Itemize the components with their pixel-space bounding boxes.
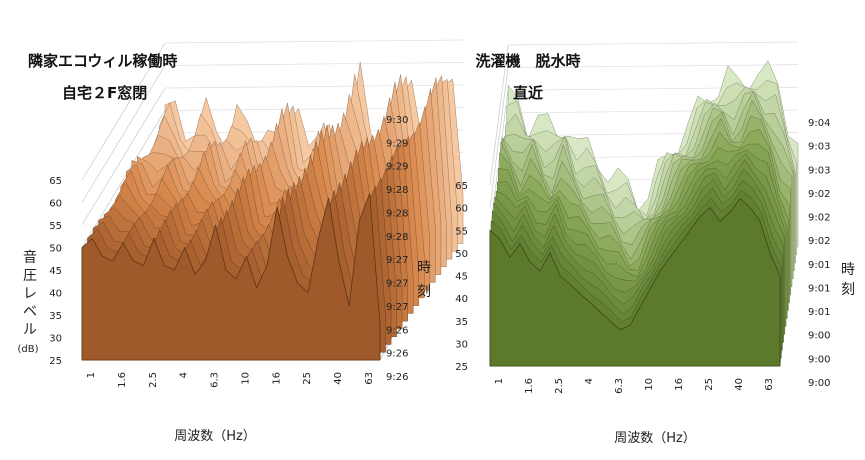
time-tick-label: 9:28: [386, 208, 408, 219]
y-tick-label: 35: [455, 317, 468, 328]
time-axis-label: 時: [841, 262, 855, 278]
time-tick-label: 9:29: [386, 138, 408, 149]
x-tick-label: 1: [86, 372, 97, 378]
time-tick-label: 9:28: [386, 185, 408, 196]
surface-chart-1: 25 30 35 40 45 50 55 60 65 1 1.6 2.5 4 6.3 10 16 25 40 63 9…: [17, 39, 464, 444]
gridline: [489, 90, 509, 231]
time-tick-label: 9:26: [386, 349, 408, 360]
x-axis-title: 周波数（Hz）: [174, 429, 256, 444]
time-tick-label: 9:02: [808, 213, 830, 224]
y-tick-label: 55: [455, 226, 468, 237]
time-tick-label: 9:02: [808, 189, 830, 200]
time-tick-label: 9:29: [386, 162, 408, 173]
time-tick-label: 9:00: [808, 378, 830, 389]
chart-title: 洗濯機 脱水時: [475, 52, 580, 70]
time-tick-label: 9:27: [386, 255, 408, 266]
time-tick-label: 9:01: [808, 260, 830, 271]
time-tick-label: 9:03: [808, 165, 830, 176]
x-tick-label: 40: [734, 378, 745, 391]
y-tick-label: 35: [49, 311, 62, 322]
y-tick-label: 30: [455, 339, 468, 350]
x-tick-label: 25: [704, 378, 715, 391]
gridline: [164, 84, 464, 89]
y-axis-label: 圧: [23, 268, 37, 284]
gridline: [81, 110, 166, 248]
x-tick-label: 10: [644, 378, 655, 391]
x-tick-label: 2.5: [554, 378, 565, 394]
time-tick-label: 9:01: [808, 283, 830, 294]
y-tick-label: 25: [49, 356, 62, 367]
y-tick-label: 55: [49, 221, 62, 232]
x-tick-label: 1: [494, 378, 505, 384]
x-tick-label: 2.5: [148, 372, 159, 388]
x-tick-label: 63: [764, 378, 775, 391]
y-tick-label: 50: [49, 244, 62, 255]
gridline: [164, 62, 464, 66]
x-tick-label: 1.6: [117, 372, 128, 388]
x-tick-label: 4: [584, 378, 595, 384]
x-tick-label: 10: [240, 372, 251, 385]
time-tick-label: 9:27: [386, 279, 408, 290]
x-tick-label: 1.6: [524, 378, 535, 394]
y-axis-label: レ: [23, 286, 37, 302]
y-tick-label: 40: [455, 294, 468, 305]
gridline: [164, 39, 464, 44]
chart-title: 隣家エコウィル稼働時: [28, 52, 177, 70]
y-tick-label: 45: [455, 272, 468, 283]
time-axis-label: 時: [417, 260, 431, 276]
time-tick-label: 9:00: [808, 354, 830, 365]
chart-title: 自宅２F窓閉: [62, 84, 147, 102]
time-tick-label: 9:01: [808, 307, 830, 318]
time-tick-label: 9:03: [808, 142, 830, 153]
y-axis-label: ベ: [23, 304, 37, 320]
gridline: [507, 86, 799, 91]
y-tick-label: 60: [455, 204, 468, 215]
surface-front: [81, 193, 381, 361]
x-tick-label: 16: [271, 372, 282, 385]
x-tick-label: 4: [179, 372, 190, 378]
y-axis-label: ル: [23, 322, 37, 338]
time-tick-label: 9:27: [386, 302, 408, 313]
gridline: [507, 41, 799, 46]
gridline: [81, 65, 166, 203]
y-tick-label: 25: [455, 362, 468, 373]
time-tick-label: 9:00: [808, 331, 830, 342]
y-tick-label: 65: [455, 181, 468, 192]
x-tick-label: 40: [333, 372, 344, 385]
time-tick-label: 9:30: [386, 115, 408, 126]
gridline: [81, 87, 166, 226]
y-tick-label: 65: [49, 176, 62, 187]
time-tick-label: 9:04: [808, 118, 830, 129]
y-tick-label: 30: [49, 334, 62, 345]
time-tick-label: 9:28: [386, 232, 408, 243]
x-tick-label: 63: [364, 372, 375, 385]
y-tick-label: 45: [49, 266, 62, 277]
x-axis-title: 周波数（Hz）: [614, 431, 696, 446]
surface-chart-2: 25 30 35 40 45 50 55 60 65 1 1.6 2.5 4 6.3 10 16 25 40 63 9…: [455, 41, 855, 446]
time-tick-label: 9:26: [386, 372, 408, 383]
y-tick-label: 50: [455, 249, 468, 260]
time-axis-label: 刻: [417, 284, 431, 300]
gridline: [81, 42, 166, 181]
x-tick-label: 6.3: [210, 372, 221, 388]
y-axis-unit: (dB): [17, 344, 38, 355]
surface-front: [489, 198, 781, 367]
gridline: [489, 44, 509, 186]
y-axis-label: 音: [23, 249, 37, 266]
x-tick-label: 6.3: [614, 378, 625, 394]
gridline: [489, 67, 509, 208]
x-tick-label: 16: [674, 378, 685, 391]
time-axis-label: 刻: [841, 282, 855, 298]
y-tick-label: 40: [49, 289, 62, 300]
gridline: [507, 64, 799, 68]
y-tick-label: 60: [49, 199, 62, 210]
x-tick-label: 25: [302, 372, 313, 385]
chart-title: 直近: [513, 84, 543, 102]
time-tick-label: 9:26: [386, 325, 408, 336]
time-tick-label: 9:02: [808, 236, 830, 247]
